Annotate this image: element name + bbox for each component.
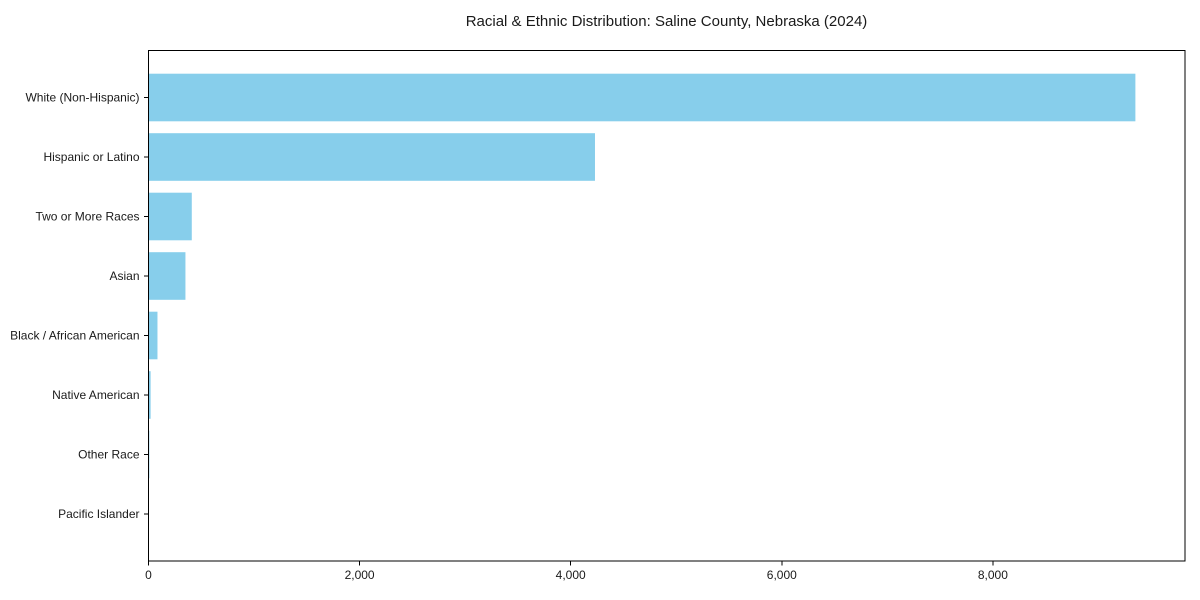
x-tick-label-0: 0 [145, 568, 152, 582]
plot-frame [148, 50, 1186, 562]
x-tick-label-4: 8,000 [978, 568, 1008, 582]
x-tick-label-1: 2,000 [345, 568, 375, 582]
x-tick-label-3: 6,000 [767, 568, 797, 582]
x-tick-label-2: 4,000 [556, 568, 586, 582]
chart-title: Racial & Ethnic Distribution: Saline Cou… [465, 13, 868, 30]
bar-4 [148, 311, 158, 360]
bar-1 [148, 133, 595, 181]
y-tick-label-6: Other Race [78, 448, 140, 462]
y-tick-label-0: White (Non-Hispanic) [25, 91, 139, 105]
y-tick-label-3: Asian [109, 269, 139, 283]
bar-5 [148, 371, 151, 419]
y-tick-label-7: Pacific Islander [58, 507, 139, 521]
y-tick-label-5: Native American [52, 388, 139, 402]
y-tick-label-1: Hispanic or Latino [43, 150, 139, 164]
bar-0 [148, 73, 1136, 122]
bar-2 [148, 192, 192, 241]
y-tick-label-4: Black / African American [10, 329, 139, 343]
bar-3 [148, 252, 186, 300]
y-tick-label-2: Two or More Races [35, 210, 139, 224]
